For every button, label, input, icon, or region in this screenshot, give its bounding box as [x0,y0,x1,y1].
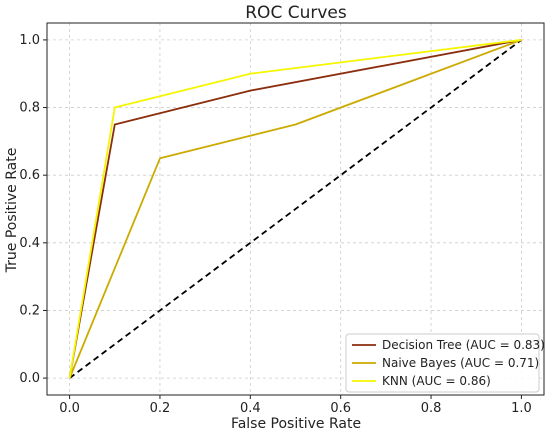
series-line-1 [68,39,522,379]
plot-frame [46,22,545,396]
y-tick-label: 0.2 [19,303,40,318]
series-line-2 [68,39,522,379]
x-tick-label: 0.4 [240,401,261,416]
legend-box [345,333,540,393]
x-tick-label: 1.0 [511,401,532,416]
y-tick-label: 0.8 [19,101,40,116]
y-tick-label: 0.6 [19,168,40,183]
x-tick-label: 0.8 [421,401,442,416]
legend-label-2: KNN (AUC = 0.86) [382,374,491,388]
x-tick-label: 0.2 [150,401,171,416]
y-tick-label: 0.0 [19,371,40,386]
chart-title: ROC Curves [245,3,347,23]
legend-label-1: Naive Bayes (AUC = 0.71) [382,356,539,370]
x-tick-label: 0.0 [59,401,80,416]
y-tick-label: 0.4 [19,236,40,251]
y-tick-label: 1.0 [19,33,40,48]
series-lines [68,39,522,379]
y-axis-title: True Positive Rate [4,148,20,274]
diagonal-reference-line [69,39,522,379]
series-line-0 [68,39,522,379]
axis-ticks: 0.0 0.2 0.4 0.6 0.8 1.0 0.0 0.2 0.4 0.6 0.8 1.0 [19,33,531,416]
x-axis-title: False Positive Rate [231,416,361,431]
legend-label-0: Decision Tree (AUC = 0.83) [382,338,545,352]
reference-diagonal [69,39,522,379]
x-tick-label: 0.6 [330,401,351,416]
legend: Decision Tree (AUC = 0.83) Naive Bayes (A… [345,333,545,393]
